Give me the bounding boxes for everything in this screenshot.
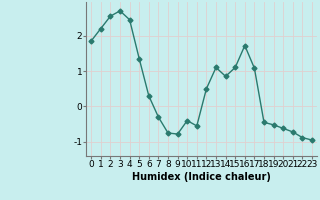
X-axis label: Humidex (Indice chaleur): Humidex (Indice chaleur) xyxy=(132,172,271,182)
